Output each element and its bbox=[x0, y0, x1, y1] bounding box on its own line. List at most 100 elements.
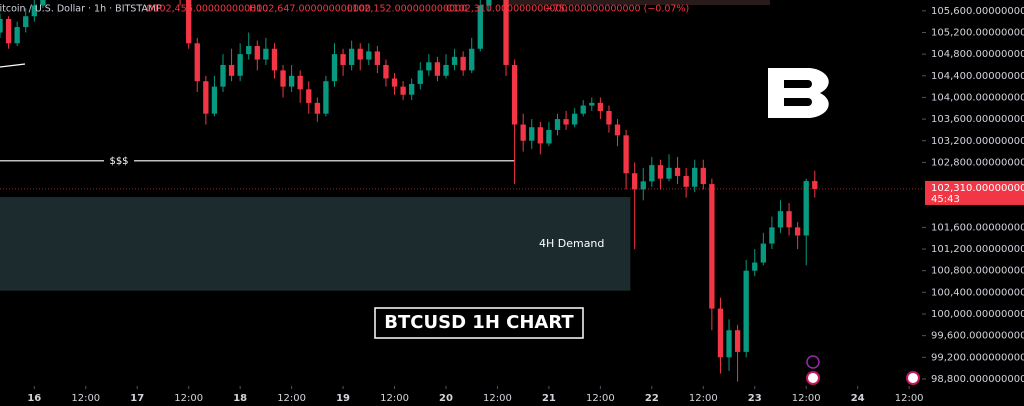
candle-body bbox=[0, 18, 3, 33]
x-tick-label: 16 bbox=[27, 393, 41, 404]
plot-area bbox=[0, 0, 922, 382]
demand-zone bbox=[0, 197, 631, 291]
x-tick-label: 20 bbox=[439, 393, 453, 404]
x-tick-label: 12:00 bbox=[277, 393, 306, 404]
demand-label: 4H Demand bbox=[539, 237, 604, 250]
candle-body bbox=[443, 64, 449, 76]
candle-body bbox=[5, 18, 12, 44]
y-tick-label: 101,200.000000000000 bbox=[931, 244, 1024, 255]
y-tick-label: 98,800.000000000000 bbox=[931, 374, 1024, 385]
candle-body bbox=[417, 70, 423, 84]
candle-body bbox=[366, 51, 372, 60]
event-icon[interactable] bbox=[806, 355, 820, 369]
candle-body bbox=[383, 64, 389, 79]
symbol: Bitcoin / U.S. Dollar · 1h · BITSTAMP bbox=[0, 4, 162, 15]
x-tick-label: 12:00 bbox=[71, 393, 100, 404]
y-tick-label: 101,600.000000000000 bbox=[931, 222, 1024, 233]
candle-body bbox=[331, 54, 338, 82]
candle-body bbox=[374, 51, 381, 65]
chart-title: BTCUSD 1H CHART bbox=[384, 312, 574, 333]
liquidity-label-bg bbox=[104, 154, 134, 167]
candle-body bbox=[777, 211, 784, 228]
x-tick-label: 12:00 bbox=[689, 393, 718, 404]
candle-body bbox=[657, 165, 664, 179]
ohlc-low: L102,152.000000000000 bbox=[347, 4, 467, 15]
candle-body bbox=[760, 243, 766, 263]
candle-body bbox=[726, 330, 732, 358]
candle-body bbox=[211, 86, 218, 114]
x-tick-label: 23 bbox=[748, 393, 762, 404]
candle-body bbox=[357, 48, 363, 60]
ohlc-close: C102,310.000000000000 bbox=[446, 4, 567, 15]
candle-body bbox=[246, 46, 252, 55]
candle-body bbox=[280, 70, 286, 87]
candle-body bbox=[580, 105, 586, 114]
candle-body bbox=[803, 181, 809, 236]
ohlc-change: −75.000000000000 (−0.07%) bbox=[545, 4, 689, 15]
candle-body bbox=[486, 0, 492, 6]
candle-body bbox=[537, 127, 543, 144]
candle-body bbox=[717, 308, 724, 358]
candle-body bbox=[194, 43, 200, 82]
candle-body bbox=[203, 81, 209, 114]
event-icon[interactable] bbox=[906, 371, 920, 385]
y-tick-label: 99,200.000000000000 bbox=[931, 352, 1024, 363]
ohlc-open: O102,456.000000000000 bbox=[146, 4, 268, 15]
candle-body bbox=[571, 113, 578, 125]
y-tick-label: 103,200.000000000000 bbox=[931, 136, 1024, 147]
candle-body bbox=[306, 89, 312, 103]
candle-body bbox=[709, 184, 715, 309]
candle-body bbox=[640, 181, 646, 190]
candle-body bbox=[769, 227, 775, 244]
candle-body bbox=[623, 135, 629, 174]
candle-body bbox=[752, 262, 758, 271]
candle-body bbox=[786, 211, 792, 228]
liquidity-label: $$$ bbox=[109, 156, 128, 167]
candle-body bbox=[674, 167, 681, 176]
candle-body bbox=[520, 124, 526, 141]
candle-body bbox=[546, 129, 552, 144]
y-tick-label: 104,800.000000000000 bbox=[931, 49, 1024, 60]
candle-body bbox=[700, 167, 706, 185]
candle-body bbox=[683, 175, 689, 187]
candle-body bbox=[220, 64, 226, 87]
x-tick-label: 22 bbox=[645, 393, 659, 404]
candle-body bbox=[400, 86, 406, 95]
y-tick-label: 100,400.000000000000 bbox=[931, 287, 1024, 298]
candle-body bbox=[794, 227, 801, 236]
candle-body bbox=[186, 0, 192, 44]
y-tick-label: 102,800.000000000000 bbox=[931, 157, 1024, 168]
candle-body bbox=[263, 48, 269, 60]
countdown: 45:43 bbox=[931, 194, 960, 205]
trend-stub bbox=[0, 63, 26, 68]
candle-body bbox=[228, 64, 235, 76]
y-tick-label: 104,000.000000000000 bbox=[931, 92, 1024, 103]
candle-body bbox=[237, 54, 243, 76]
y-tick-label: 103,600.000000000000 bbox=[931, 114, 1024, 125]
candle-body bbox=[288, 75, 295, 87]
candle-body bbox=[40, 0, 46, 6]
candle-body bbox=[692, 167, 698, 187]
candle-body bbox=[614, 124, 621, 136]
candle-body bbox=[812, 181, 818, 189]
x-tick-label: 12:00 bbox=[174, 393, 203, 404]
event-icon[interactable] bbox=[806, 371, 820, 385]
x-tick-label: 12:00 bbox=[586, 393, 615, 404]
candle-body bbox=[23, 16, 29, 28]
candle-body bbox=[469, 48, 475, 71]
x-tick-label: 21 bbox=[542, 393, 556, 404]
y-tick-label: 100,800.000000000000 bbox=[931, 266, 1024, 277]
candle-body bbox=[31, 5, 37, 17]
candle-body bbox=[563, 119, 569, 125]
candle-body bbox=[597, 102, 604, 111]
candle-body bbox=[632, 173, 638, 190]
candle-body bbox=[434, 62, 441, 76]
candle-body bbox=[14, 27, 20, 44]
x-tick-label: 12:00 bbox=[895, 393, 924, 404]
candle-body bbox=[426, 62, 432, 71]
candle-body bbox=[606, 110, 612, 125]
candle-body bbox=[348, 48, 355, 65]
candle-body bbox=[743, 270, 749, 352]
x-tick-label: 17 bbox=[130, 393, 144, 404]
